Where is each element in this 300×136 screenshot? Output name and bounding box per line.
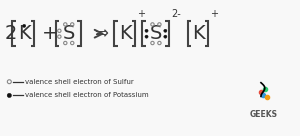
Text: 2: 2: [4, 24, 17, 43]
Text: 2-: 2-: [171, 9, 181, 19]
Circle shape: [7, 93, 11, 98]
Text: +: +: [210, 9, 218, 19]
Text: S: S: [63, 24, 75, 43]
Text: GEEKS: GEEKS: [250, 110, 278, 119]
Circle shape: [145, 29, 148, 32]
Text: K: K: [18, 24, 31, 43]
Circle shape: [164, 29, 167, 32]
Text: valence shell electron of Potassium: valence shell electron of Potassium: [25, 92, 149, 98]
Text: K: K: [192, 24, 205, 43]
Circle shape: [145, 35, 148, 38]
Text: K: K: [119, 24, 131, 43]
Text: S: S: [150, 24, 162, 43]
Text: +: +: [136, 9, 145, 19]
Circle shape: [164, 35, 167, 38]
Text: +: +: [42, 24, 58, 43]
Text: valence shell electron of Sulfur: valence shell electron of Sulfur: [25, 79, 134, 85]
Text: ⇒: ⇒: [94, 25, 108, 43]
Circle shape: [22, 24, 26, 27]
